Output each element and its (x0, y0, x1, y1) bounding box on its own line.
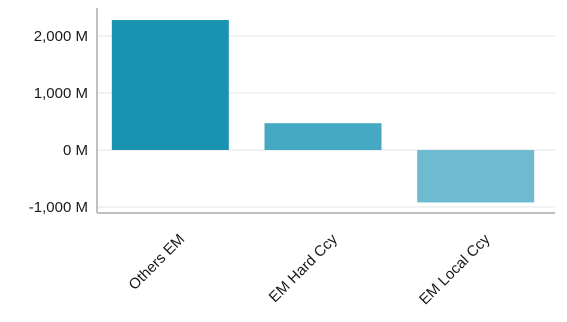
x-category-label: EM Local Ccy (416, 230, 494, 308)
y-tick-label: -1,000 M (29, 199, 88, 216)
x-category-labels: Others EM EM Hard Ccy EM Local Ccy (125, 230, 493, 308)
bar-em-local-ccy (417, 150, 535, 203)
y-tick-label: 2,000 M (34, 28, 88, 45)
axes (96, 8, 555, 214)
bars (111, 20, 535, 203)
y-tick-label: 1,000 M (34, 85, 88, 102)
y-tick-labels: -1,000 M 0 M 1,000 M 2,000 M (29, 28, 88, 216)
bar-em-hard-ccy (264, 123, 382, 150)
bar-others-em (111, 20, 229, 151)
x-category-label: Others EM (125, 231, 188, 294)
y-tick-label: 0 M (63, 142, 88, 159)
x-category-label: EM Hard Ccy (266, 230, 341, 305)
